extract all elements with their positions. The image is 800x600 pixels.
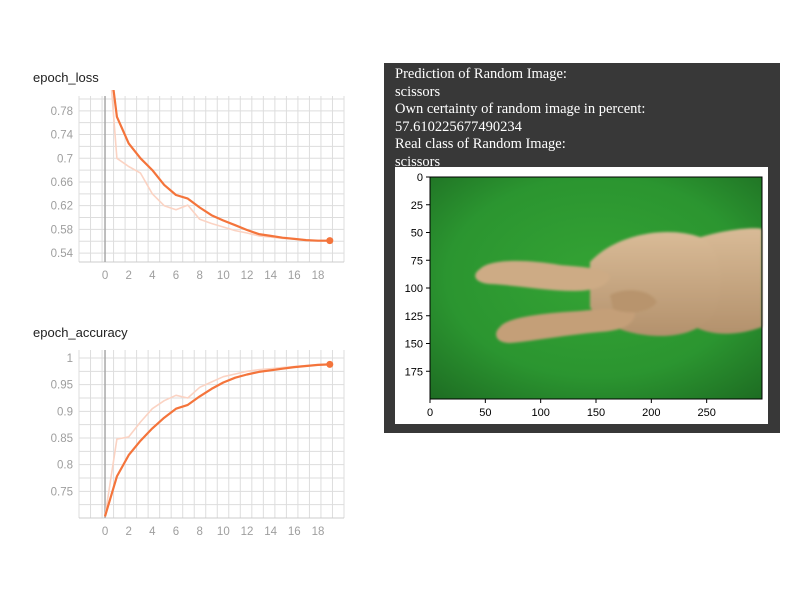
image-ytick-label: 100 [405,283,423,295]
accuracy-xtick-label: 18 [312,526,325,538]
image-xtick-label: 250 [697,407,715,419]
real-class-label: Real class of Random Image: [395,136,566,152]
loss-xtick-label: 16 [288,270,301,282]
accuracy-ytick-label: 0.95 [51,380,73,392]
image-plot-svg: 0 50 100 150 200 250 0 25 50 75 100 125 150 175 [405,172,763,419]
image-ytick-label: 175 [405,366,423,378]
certainty-value: 57.610225677490234 [395,119,522,135]
loss-xtick-label: 18 [312,270,325,282]
loss-ytick-label: 0.54 [51,248,74,260]
accuracy-ytick-label: 0.85 [51,433,73,445]
image-ytick-label: 125 [405,311,423,323]
accuracy-xtick-label: 0 [102,526,108,538]
image-xtick-label: 50 [479,407,491,419]
accuracy-chart-title: epoch_accuracy [33,325,128,340]
accuracy-xtick-label: 16 [288,526,301,538]
loss-ytick-label: 0.62 [51,201,73,213]
accuracy-series-smoothed [103,363,330,517]
image-xtick-label: 150 [587,407,605,419]
loss-xtick-label: 2 [125,270,131,282]
accuracy-xtick-label: 8 [196,526,202,538]
loss-xtick-label: 14 [264,270,277,282]
real-class-value: scissors [395,154,441,170]
loss-xtick-label: 6 [173,270,179,282]
loss-xtick-label: 0 [102,270,108,282]
accuracy-series-raw [104,363,330,517]
accuracy-xtick-label: 12 [241,526,254,538]
accuracy-ytick-label: 1 [67,353,73,365]
loss-ytick-label: 0.58 [51,224,73,236]
image-ytick-label: 150 [405,339,423,351]
accuracy-ytick-label: 0.75 [51,486,73,498]
loss-series-smoothed [112,90,330,242]
hand-image [475,228,762,343]
accuracy-ytick-label: 0.8 [57,460,73,472]
loss-xtick-label: 4 [149,270,156,282]
image-ytick-label: 50 [411,228,423,240]
prediction-value: scissors [395,84,441,100]
loss-ytick-label: 0.74 [51,130,74,142]
loss-ytick-label: 0.7 [57,153,73,165]
accuracy-xtick-label: 2 [125,526,131,538]
image-ytick-label: 0 [417,172,423,184]
image-figure: 0 50 100 150 200 250 0 25 50 75 100 125 150 175 [395,167,768,424]
image-ytick-label: 25 [411,200,423,212]
image-xtick-label: 100 [531,407,549,419]
accuracy-ytick-label: 0.9 [57,406,73,418]
accuracy-xtick-label: 6 [173,526,179,538]
accuracy-xtick-label: 10 [217,526,230,538]
image-ytick-label: 75 [411,255,423,267]
certainty-label: Own certainty of random image in percent… [395,101,646,117]
loss-chart-title: epoch_loss [33,70,99,85]
prediction-label: Prediction of Random Image: [395,66,567,82]
loss-xtick-label: 12 [241,270,254,282]
loss-chart: epoch_loss 0.54 0.58 0.62 0.66 0.7 0.74 0.78 0 2… [0,0,370,300]
loss-chart-svg: 0.54 0.58 0.62 0.66 0.7 0.74 0.78 0 2 4 6 8 10 12 14 16… [51,90,345,282]
loss-ytick-label: 0.66 [51,177,73,189]
loss-xtick-label: 8 [196,270,202,282]
accuracy-xtick-label: 4 [149,526,156,538]
image-xtick-label: 200 [642,407,660,419]
accuracy-xtick-label: 14 [264,526,277,538]
accuracy-end-point [326,360,334,368]
loss-ytick-label: 0.78 [51,106,73,118]
image-xtick-label: 0 [427,407,433,419]
loss-xtick-label: 10 [217,270,230,282]
notebook-output-panel: Prediction of Random Image: scissors Own… [384,63,780,433]
loss-end-point [326,237,334,245]
